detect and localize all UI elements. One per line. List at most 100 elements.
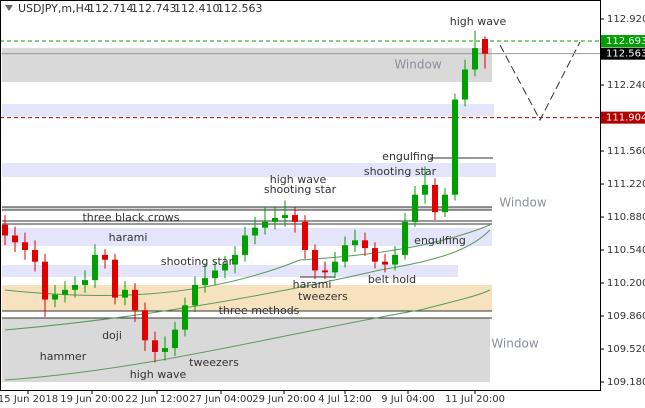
candle-body (442, 194, 448, 213)
candle-body (62, 289, 68, 295)
candle-body (332, 261, 338, 273)
annotation: high wave (450, 15, 507, 28)
y-tick-label: 111.560 (607, 146, 645, 157)
annotation: tweezers (298, 290, 348, 303)
x-tick-label: 19 Jun 20:00 (60, 394, 124, 405)
ma-line (4, 224, 491, 297)
candle-body (322, 270, 328, 273)
zones (2, 48, 496, 382)
annotation: high wave (130, 368, 187, 381)
y-tick-label: 110.200 (607, 278, 645, 289)
candle-body (82, 280, 88, 285)
x-tick-label: 22 Jun 12:00 (125, 394, 189, 405)
candle-body (42, 261, 48, 300)
x-tick-label: 4 Jul 12:00 (318, 394, 372, 405)
annotation: three methods (219, 304, 300, 317)
candle-body (142, 310, 148, 341)
y-tick-label: 110.880 (607, 212, 645, 223)
zone (2, 285, 492, 311)
price-tag (601, 47, 645, 60)
candle-body (412, 194, 418, 222)
annotation: harami (293, 278, 332, 291)
candle-body (472, 48, 478, 70)
candle-body (72, 284, 78, 290)
menu-icon[interactable] (5, 5, 13, 11)
annotation: Window (499, 196, 547, 210)
quote-close: 112.563 (217, 2, 263, 15)
ma-line (4, 289, 491, 381)
candle-body (212, 270, 218, 279)
candle-body (362, 240, 368, 249)
zone (2, 104, 494, 116)
candle-body (52, 294, 58, 300)
candle-body (372, 248, 378, 262)
annotation: engulfing (414, 234, 466, 247)
annotation: shooting star (364, 165, 437, 178)
annotation: shooting star (161, 255, 234, 268)
annotation: doji (102, 329, 122, 342)
annotation: harami (109, 231, 148, 244)
candle-body (272, 218, 278, 222)
candle-body (112, 259, 118, 298)
ma-line (4, 229, 491, 331)
candle-body (312, 250, 318, 271)
candle-body (172, 329, 178, 349)
annotation: shooting star (264, 183, 337, 196)
candle-body (452, 99, 458, 195)
candle-body (292, 215, 298, 222)
annotation: Window (491, 337, 539, 351)
candle-body (482, 39, 488, 54)
moving-averages (4, 224, 491, 381)
candle-body (32, 250, 38, 262)
candle-body (222, 264, 228, 271)
quote-high: 112.743 (131, 2, 177, 15)
price-tag (601, 111, 645, 124)
candle-body (202, 278, 208, 285)
x-tick-label: 9 Jul 04:00 (381, 394, 435, 405)
annotation: engulfing (382, 150, 434, 163)
candle-body (342, 245, 348, 262)
zone (2, 163, 496, 177)
y-tick-label: 112.920 (607, 14, 645, 25)
candle-body (402, 221, 408, 255)
price-tag-label: 112.563 (606, 49, 645, 60)
candle-body (152, 340, 158, 352)
candle-body (102, 254, 108, 260)
candle-body (162, 348, 168, 352)
zone (2, 318, 490, 382)
candle-body (122, 289, 128, 298)
price-tag-label: 112.693 (606, 36, 645, 47)
candle-body (12, 235, 18, 243)
x-tick-label: 15 Jun 2018 (0, 394, 58, 405)
annotation: tweezers (189, 356, 239, 369)
candle-body (242, 235, 248, 255)
y-tick-label: 109.180 (607, 377, 645, 388)
plot: high wave Window engulfing shooting star Win… (0, 15, 600, 381)
annotation: hammer (40, 350, 87, 363)
annotation: three black crows (82, 211, 179, 224)
quote-open: 112.714 (88, 2, 134, 15)
candle-body (302, 221, 308, 251)
frame (0, 0, 601, 391)
candle-body (262, 221, 268, 228)
quote-low: 112.410 (174, 2, 220, 15)
y-tick-label: 109.860 (607, 311, 645, 322)
zone (2, 207, 492, 210)
symbol: USDJPY,m,H4 (18, 2, 91, 15)
candle-body (252, 227, 258, 236)
candle-body (92, 254, 98, 281)
candle-body (422, 185, 428, 195)
y-tick-label: 112.240 (607, 80, 645, 91)
x-tick-label: 11 Jul 20:00 (445, 394, 505, 405)
price-tag-label: 111.904 (606, 113, 645, 124)
candle-body (22, 242, 28, 251)
projection (499, 41, 581, 122)
candle-body (2, 224, 8, 236)
candle-body (352, 240, 358, 246)
candle-body (182, 305, 188, 330)
candle-body (462, 69, 468, 100)
y-tick-label: 111.220 (607, 179, 645, 190)
candle-body (432, 185, 438, 213)
candle-body (392, 254, 398, 265)
